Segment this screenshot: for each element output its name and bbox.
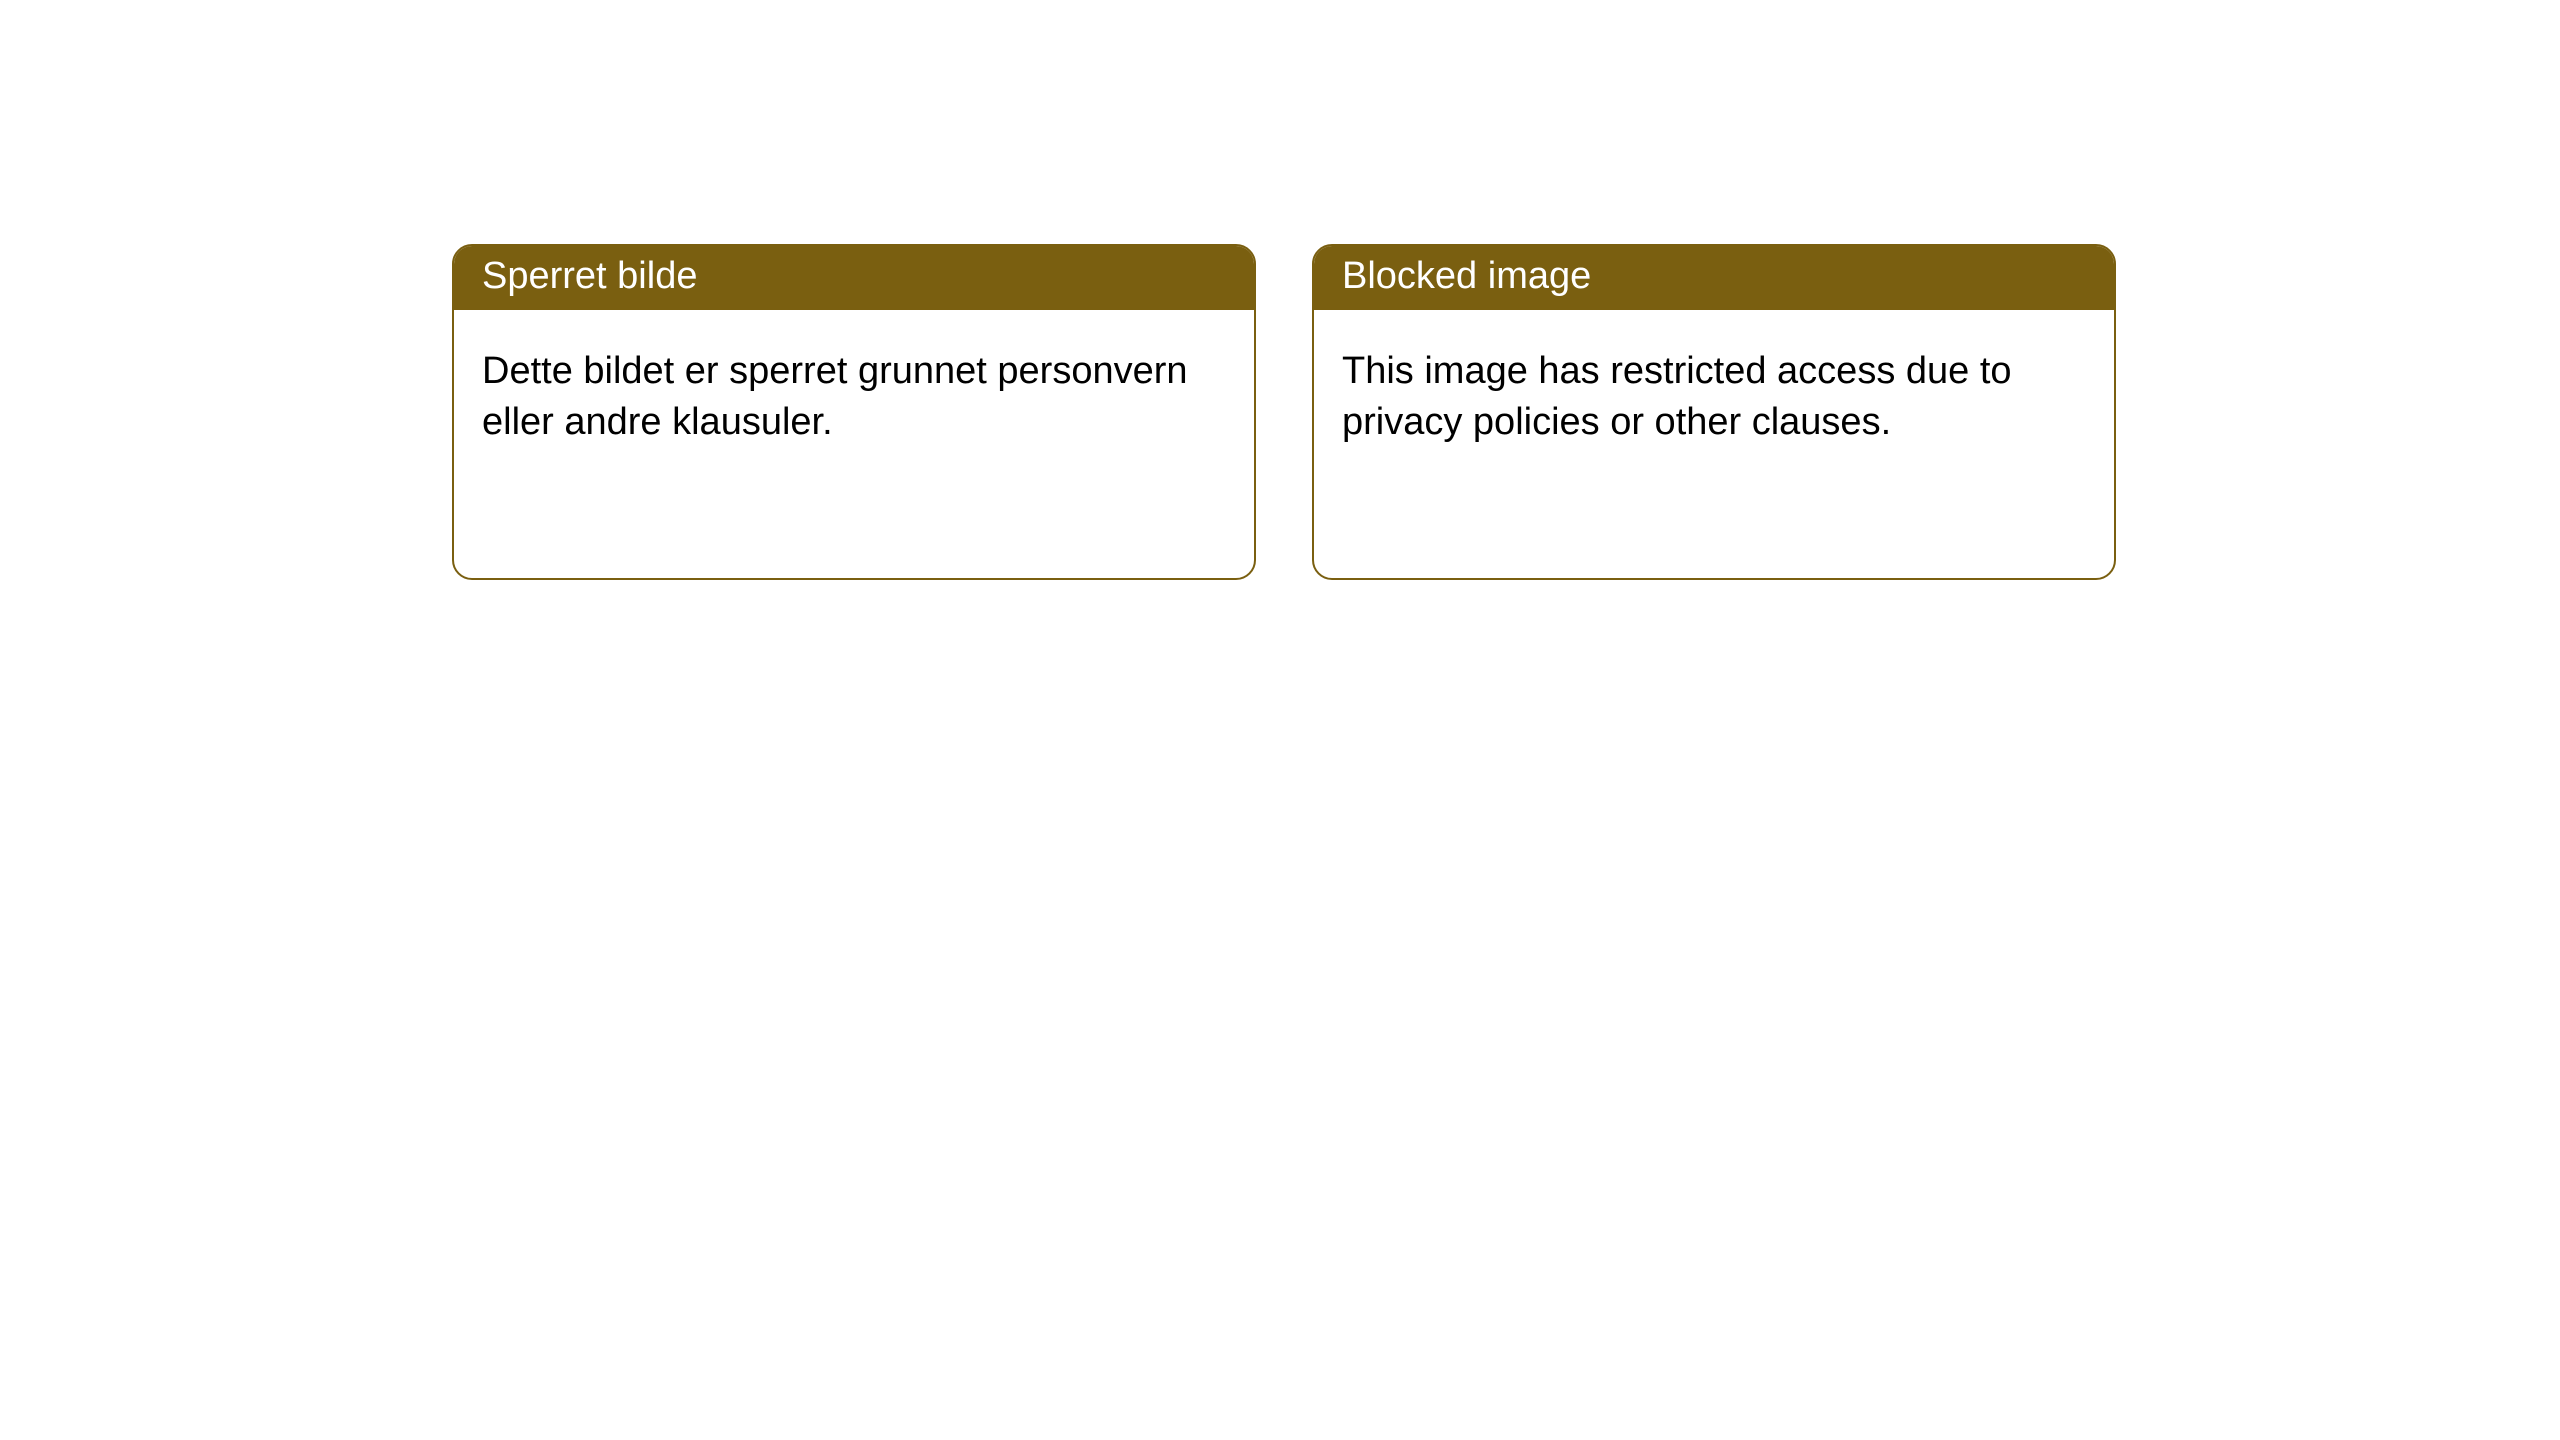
cards-container: Sperret bilde Dette bildet er sperret gr… [0,0,2560,580]
card-body-en: This image has restricted access due to … [1314,310,2114,477]
card-header-en: Blocked image [1314,246,2114,310]
card-message-no: Dette bildet er sperret grunnet personve… [482,350,1188,443]
blocked-image-card-no: Sperret bilde Dette bildet er sperret gr… [452,244,1256,580]
card-message-en: This image has restricted access due to … [1342,350,2012,443]
card-header-no: Sperret bilde [454,246,1254,310]
card-title-no: Sperret bilde [482,255,697,297]
card-body-no: Dette bildet er sperret grunnet personve… [454,310,1254,477]
blocked-image-card-en: Blocked image This image has restricted … [1312,244,2116,580]
card-title-en: Blocked image [1342,255,1591,297]
